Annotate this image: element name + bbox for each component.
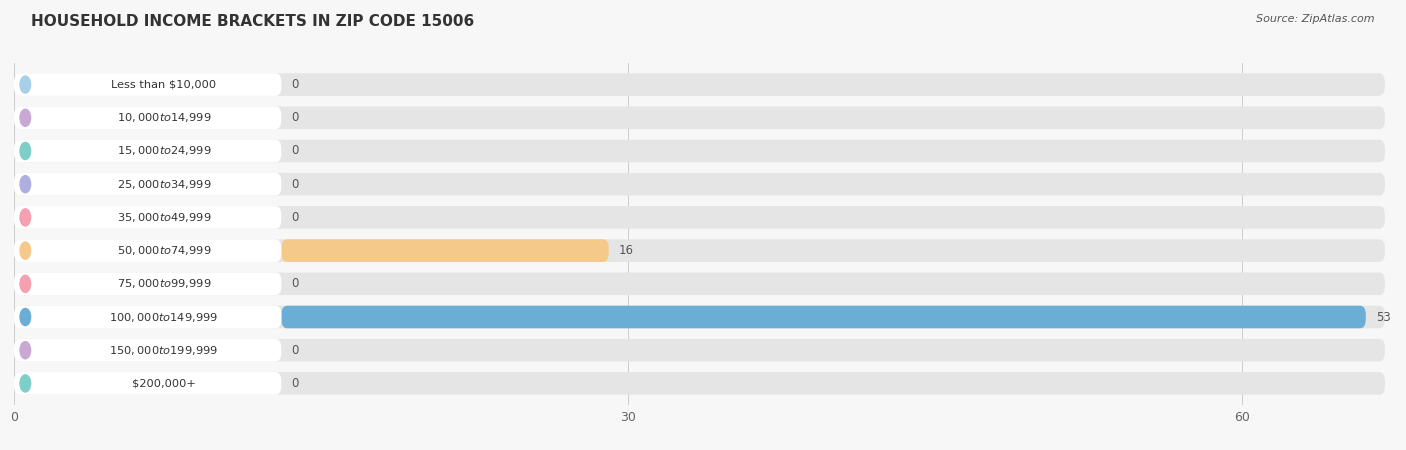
FancyBboxPatch shape	[281, 306, 1365, 328]
FancyBboxPatch shape	[14, 206, 1385, 229]
Text: $200,000+: $200,000+	[132, 378, 195, 388]
Circle shape	[20, 142, 31, 160]
FancyBboxPatch shape	[14, 73, 1385, 96]
FancyBboxPatch shape	[14, 140, 281, 162]
FancyBboxPatch shape	[14, 306, 281, 328]
Circle shape	[20, 275, 31, 292]
Text: 0: 0	[291, 377, 299, 390]
FancyBboxPatch shape	[14, 107, 1385, 129]
Text: 0: 0	[291, 178, 299, 191]
FancyBboxPatch shape	[14, 273, 281, 295]
Text: 0: 0	[291, 78, 299, 91]
FancyBboxPatch shape	[14, 239, 1385, 262]
Text: 0: 0	[291, 111, 299, 124]
Text: $25,000 to $34,999: $25,000 to $34,999	[117, 178, 211, 191]
Text: 0: 0	[291, 344, 299, 357]
Text: Source: ZipAtlas.com: Source: ZipAtlas.com	[1257, 14, 1375, 23]
Circle shape	[20, 76, 31, 93]
FancyBboxPatch shape	[14, 206, 281, 229]
Text: $75,000 to $99,999: $75,000 to $99,999	[117, 277, 211, 290]
FancyBboxPatch shape	[14, 107, 281, 129]
FancyBboxPatch shape	[14, 339, 1385, 361]
Text: Less than $10,000: Less than $10,000	[111, 80, 217, 90]
Text: 0: 0	[291, 211, 299, 224]
Text: 53: 53	[1376, 310, 1391, 324]
Text: 0: 0	[291, 144, 299, 158]
Text: $100,000 to $149,999: $100,000 to $149,999	[110, 310, 218, 324]
Text: $15,000 to $24,999: $15,000 to $24,999	[117, 144, 211, 158]
FancyBboxPatch shape	[14, 140, 1385, 162]
Circle shape	[20, 375, 31, 392]
FancyBboxPatch shape	[14, 306, 1385, 328]
FancyBboxPatch shape	[14, 339, 281, 361]
Text: $150,000 to $199,999: $150,000 to $199,999	[110, 344, 218, 357]
FancyBboxPatch shape	[14, 372, 281, 395]
Circle shape	[20, 109, 31, 126]
Text: $50,000 to $74,999: $50,000 to $74,999	[117, 244, 211, 257]
FancyBboxPatch shape	[14, 239, 281, 262]
FancyBboxPatch shape	[14, 173, 281, 195]
Text: 0: 0	[291, 277, 299, 290]
Circle shape	[20, 308, 31, 326]
Circle shape	[20, 242, 31, 259]
FancyBboxPatch shape	[14, 173, 1385, 195]
FancyBboxPatch shape	[14, 372, 1385, 395]
Text: HOUSEHOLD INCOME BRACKETS IN ZIP CODE 15006: HOUSEHOLD INCOME BRACKETS IN ZIP CODE 15…	[31, 14, 474, 28]
Circle shape	[20, 176, 31, 193]
Circle shape	[20, 342, 31, 359]
FancyBboxPatch shape	[281, 239, 609, 262]
Text: 16: 16	[619, 244, 634, 257]
FancyBboxPatch shape	[14, 73, 281, 96]
FancyBboxPatch shape	[14, 273, 1385, 295]
Text: $10,000 to $14,999: $10,000 to $14,999	[117, 111, 211, 124]
Circle shape	[20, 209, 31, 226]
Text: $35,000 to $49,999: $35,000 to $49,999	[117, 211, 211, 224]
